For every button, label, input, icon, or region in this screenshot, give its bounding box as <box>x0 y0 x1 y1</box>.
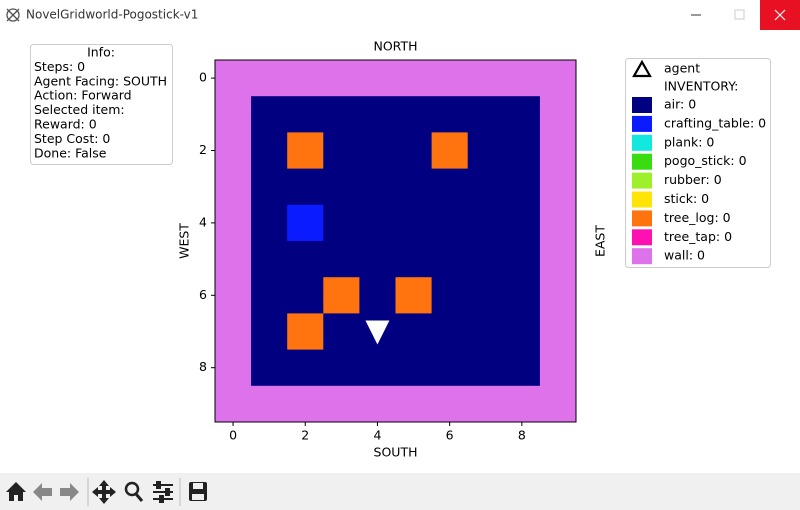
close-icon <box>774 9 786 21</box>
y-tick-label: 6 <box>199 287 207 302</box>
pan-button[interactable] <box>92 480 116 504</box>
map-cell <box>287 204 324 241</box>
legend-swatch <box>632 172 652 189</box>
y-tick-label: 8 <box>199 359 207 374</box>
save-button[interactable] <box>189 482 207 501</box>
legend-swatch <box>632 115 652 132</box>
info-line: Step Cost: 0 <box>34 131 110 146</box>
map-cell <box>395 277 432 314</box>
info-line: Done: False <box>34 145 107 160</box>
x-tick-label: 4 <box>373 428 381 443</box>
configure-button[interactable] <box>153 481 173 503</box>
legend-label: crafting_table: 0 <box>664 115 766 130</box>
title-bar <box>0 0 800 30</box>
legend-label: rubber: 0 <box>664 172 722 187</box>
back-button[interactable] <box>33 483 52 501</box>
legend-label: air: 0 <box>664 97 696 112</box>
app-icon <box>6 8 20 22</box>
agent-marker <box>365 320 390 345</box>
info-line: Action: Forward <box>34 88 132 103</box>
y-axis-label: WEST <box>177 223 192 259</box>
legend-label: tree_log: 0 <box>664 210 731 225</box>
legend-swatch <box>632 97 652 113</box>
x-tick-label: 0 <box>229 428 237 443</box>
right-label: EAST <box>593 225 608 257</box>
legend-label: plank: 0 <box>664 134 714 149</box>
legend-label: agent <box>664 61 700 76</box>
x-axis-label: SOUTH <box>374 445 418 460</box>
legend-heading: INVENTORY: <box>664 79 738 94</box>
legend-label: pogo_stick: 0 <box>664 153 747 168</box>
maximize-button[interactable] <box>734 9 745 20</box>
legend-label: stick: 0 <box>664 191 709 206</box>
legend-box <box>625 58 771 268</box>
info-line: Steps: 0 <box>34 59 85 74</box>
forward-button[interactable] <box>60 483 79 501</box>
legend-swatch <box>632 153 652 170</box>
y-tick-label: 0 <box>199 70 207 85</box>
toolbar <box>0 473 800 510</box>
legend-swatch <box>632 134 652 151</box>
plot-frame <box>214 59 577 423</box>
map-cell <box>287 132 324 169</box>
y-tick-label: 2 <box>199 142 207 157</box>
x-tick-label: 8 <box>518 428 526 443</box>
info-box <box>30 44 173 165</box>
map-cell <box>323 277 360 314</box>
zoom-button[interactable] <box>124 481 144 502</box>
window-title: NovelGridworld-Pogostick-v1 <box>26 8 198 22</box>
toolbar-buttons <box>6 478 207 506</box>
info-line: Reward: 0 <box>34 117 97 132</box>
legend-label: wall: 0 <box>664 248 705 263</box>
map-cell <box>431 132 468 169</box>
info-line: Agent Facing: SOUTH <box>34 73 167 88</box>
map-cell <box>287 313 324 350</box>
info-heading: Info: <box>87 45 115 60</box>
home-button[interactable] <box>6 482 26 501</box>
x-tick-label: 6 <box>446 428 454 443</box>
legend-label: tree_tap: 0 <box>664 229 732 244</box>
legend-swatch <box>632 191 652 208</box>
legend-swatch <box>632 229 652 246</box>
legend-agent-marker <box>632 59 652 78</box>
legend-swatch <box>632 210 652 227</box>
legend-swatch <box>632 248 652 265</box>
y-tick-label: 4 <box>199 214 207 229</box>
x-tick-label: 2 <box>301 428 309 443</box>
top-label: NORTH <box>373 39 417 54</box>
info-line: Selected item: <box>34 102 125 117</box>
